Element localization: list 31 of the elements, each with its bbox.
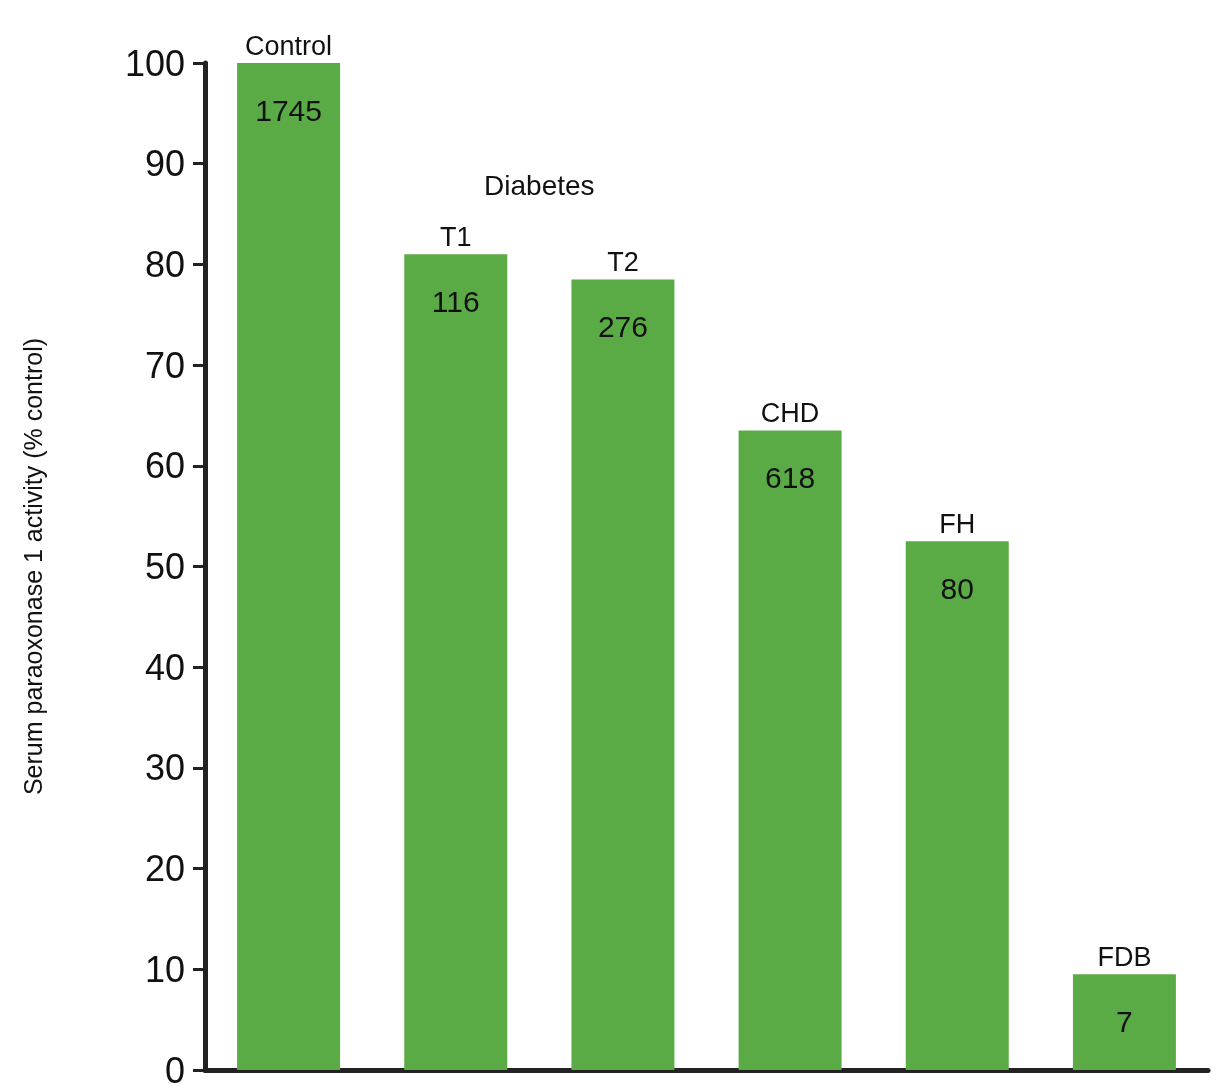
x-tick-label: FH — [939, 508, 976, 539]
y-tick-label: 10 — [144, 948, 185, 990]
y-tick-label: 20 — [144, 848, 185, 890]
y-tick-label: 90 — [144, 143, 185, 185]
y-tick-label: 100 — [124, 42, 185, 84]
annotation: 116 — [431, 284, 480, 318]
y-tick-label: 0 — [164, 1049, 185, 1088]
x-tick-label: T1 — [439, 221, 472, 252]
x-tick-label: T2 — [607, 247, 639, 278]
y-tick-label: 60 — [144, 445, 185, 487]
x-tick-label: Control — [245, 30, 333, 61]
bar — [738, 430, 842, 1070]
x-tick-label: CHD — [760, 398, 820, 429]
y-axis-title: Serum paraoxonase 1 activity (% control) — [18, 337, 47, 796]
y-tick-label: 40 — [144, 646, 185, 688]
annotation: 1745 — [255, 93, 322, 127]
bar — [404, 254, 508, 1070]
bar — [905, 541, 1009, 1070]
annotation: Diabetes — [484, 170, 595, 202]
annotation: 276 — [597, 310, 648, 344]
x-tick-label: FDB — [1097, 941, 1152, 972]
y-tick-label: 50 — [144, 546, 185, 587]
annotation: 80 — [940, 571, 974, 605]
y-tick-label: 70 — [144, 344, 185, 386]
bar — [1072, 974, 1176, 1070]
y-tick-label: 80 — [144, 243, 185, 285]
bar — [571, 279, 675, 1070]
annotation: 618 — [765, 461, 816, 495]
y-tick-label: 30 — [144, 747, 185, 789]
bar — [237, 63, 341, 1070]
annotation: 7 — [1116, 1004, 1133, 1038]
